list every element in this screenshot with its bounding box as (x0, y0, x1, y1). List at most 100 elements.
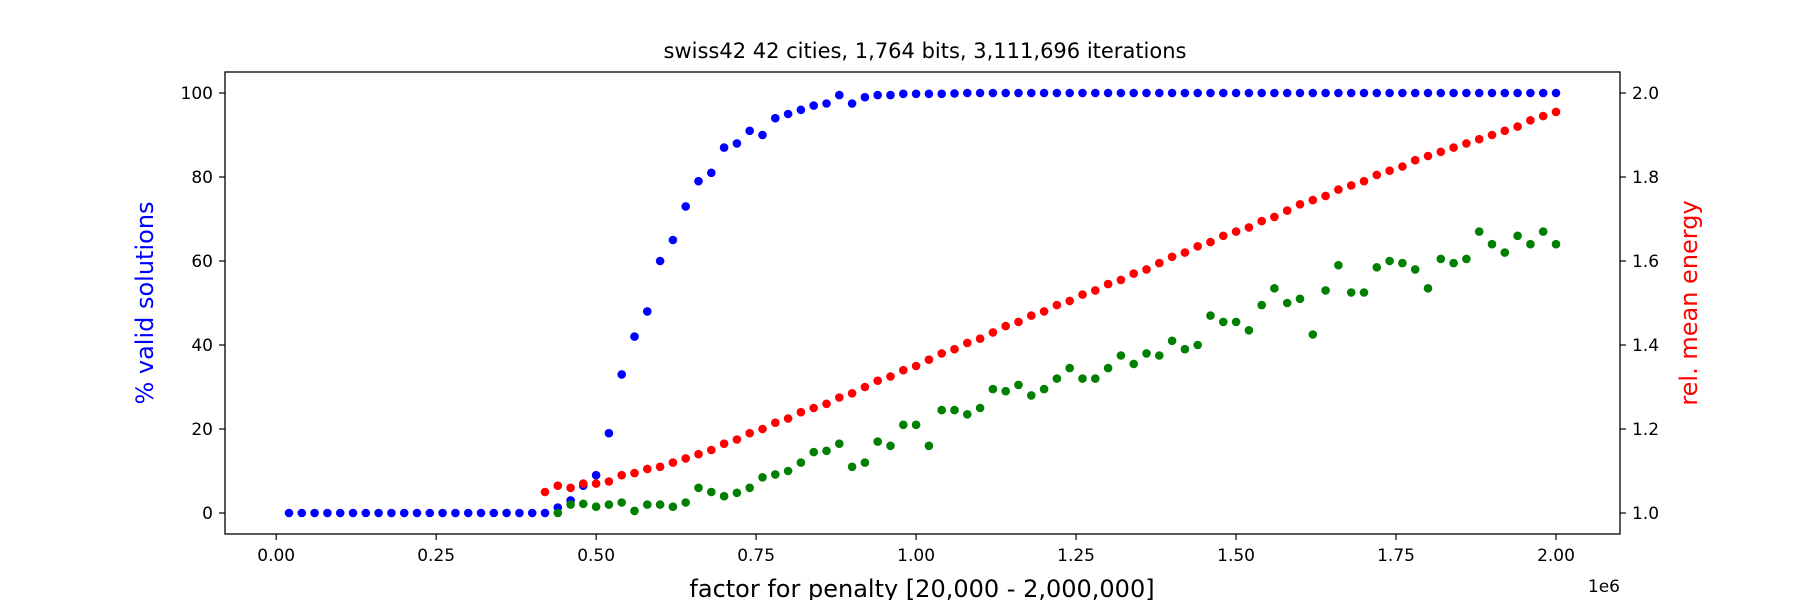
x-tick-label: 2.00 (1537, 546, 1575, 566)
series-2-point (1346, 181, 1356, 190)
series-3-point (1385, 256, 1394, 266)
series-3-point (1014, 380, 1023, 390)
series-3-point (1462, 254, 1471, 264)
series-1-point (1052, 88, 1062, 98)
series-3-point (1039, 384, 1049, 394)
series-2-point (1193, 242, 1202, 251)
series-3-point (1103, 363, 1113, 373)
series-2-point (835, 393, 844, 402)
series-1-point (1487, 88, 1497, 98)
series-2-point (540, 487, 550, 497)
x-tick-label: 1.25 (1057, 546, 1095, 566)
series-3-point (822, 446, 831, 456)
series-1-point (502, 508, 511, 518)
series-1-point (1282, 88, 1292, 98)
series-2-point (1180, 248, 1190, 257)
left-y-axis-label: % valid solutions (131, 201, 159, 404)
series-2-point (988, 328, 998, 337)
series-3-point (911, 420, 921, 430)
series-1-point (1091, 88, 1100, 98)
series-3-point (1244, 326, 1254, 335)
series-1-point (1398, 88, 1407, 98)
series-2-point (873, 376, 882, 386)
series-3-point (1257, 300, 1266, 310)
series-2-point (1385, 166, 1394, 175)
series-1-point (668, 235, 678, 245)
series-3-point (1372, 263, 1382, 272)
plot-frame (224, 71, 1621, 535)
x-axis-label: factor for penalty [20,000 - 2,000,000] (689, 575, 1154, 600)
series-3-point (1474, 227, 1484, 236)
series-1-point (1039, 88, 1049, 98)
x-tick-label: 1.50 (1217, 546, 1255, 566)
series-1-point (438, 508, 447, 518)
series-3-point (668, 502, 678, 512)
series-3-point (1513, 231, 1522, 241)
series-2-point (1513, 122, 1522, 131)
series-1-point (873, 90, 882, 100)
series-1-point (1334, 88, 1343, 98)
series-3-point (732, 488, 742, 498)
series-1-point (1436, 88, 1446, 98)
data-points (284, 88, 1561, 518)
series-2-point (604, 477, 614, 486)
right-y-tick-label: 1.6 (1632, 252, 1659, 272)
series-2-point (963, 338, 972, 348)
series-1-point (335, 508, 345, 518)
series-1-point (425, 508, 435, 518)
series-3-point (566, 500, 575, 509)
series-1-point (847, 99, 857, 108)
series-3-point (1116, 351, 1126, 360)
series-1-point (1078, 88, 1087, 98)
series-3-point (1155, 351, 1164, 360)
series-1-point (630, 332, 639, 341)
series-3-point (1449, 258, 1458, 268)
series-1-point (374, 508, 383, 518)
series-2-point (886, 372, 895, 381)
series-1-point (1206, 88, 1215, 98)
series-2-point (1219, 231, 1228, 241)
series-2-point (732, 435, 742, 444)
series-3-point (681, 498, 690, 507)
x-tick-label: 0.00 (257, 546, 295, 566)
left-y-tick-label: 60 (191, 252, 213, 272)
series-3-point (1526, 239, 1535, 249)
series-2-point (924, 355, 934, 365)
series-3-point (1321, 286, 1330, 295)
series-3-point (1334, 260, 1343, 270)
series-1-point (860, 92, 870, 102)
series-1-point (323, 508, 332, 518)
series-1-point (1295, 88, 1305, 98)
series-1-point (924, 89, 934, 99)
series-1-point (1155, 88, 1164, 98)
series-1-point (707, 168, 716, 178)
series-3-point (1219, 317, 1228, 327)
x-tick-label: 0.75 (737, 546, 775, 566)
series-3-point (1346, 288, 1356, 297)
series-1-point (1180, 88, 1190, 98)
series-2-point (1244, 223, 1254, 232)
series-1-point (1359, 88, 1369, 98)
right-y-tick-label: 1.2 (1632, 420, 1659, 440)
series-3-point (719, 491, 729, 501)
right-y-tick-label: 1.4 (1632, 336, 1659, 356)
series-1-point (476, 508, 486, 518)
series-2-point (655, 462, 665, 472)
series-3-point (809, 447, 818, 457)
series-3-point (886, 441, 895, 451)
series-1-point (1219, 88, 1228, 98)
series-1-point (1423, 88, 1433, 98)
series-3-point (860, 458, 870, 467)
series-3-point (1091, 374, 1100, 383)
series-1-point (719, 143, 729, 152)
series-3-point (1436, 254, 1446, 264)
series-1-point (540, 508, 550, 518)
series-1-point (1142, 88, 1151, 98)
series-1-point (527, 508, 537, 518)
series-1-point (1116, 88, 1126, 98)
series-3-point (1001, 386, 1010, 396)
series-3-point (847, 462, 857, 472)
series-1-point (1474, 88, 1484, 98)
series-1-point (1308, 88, 1318, 98)
